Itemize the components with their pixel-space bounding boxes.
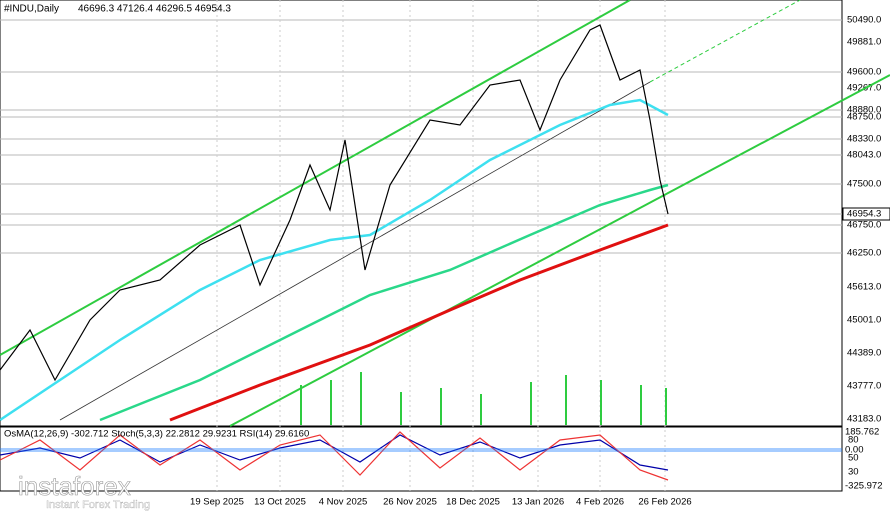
- price-label: 48043.0: [847, 150, 881, 161]
- symbol-title: #INDU,Daily: [4, 4, 59, 15]
- indicator-pane: [0, 426, 843, 492]
- volume-bars: [300, 372, 667, 425]
- current-price-box: [842, 207, 890, 221]
- price-label: 43777.0: [847, 381, 881, 392]
- price-label: 44389.0: [847, 348, 881, 359]
- price-label: 45613.0: [847, 282, 881, 293]
- price-label: 48330.0: [847, 134, 881, 145]
- oscillators: [0, 431, 842, 481]
- date-label: 13 Oct 2025: [254, 497, 306, 508]
- price-label: 48880.0: [847, 105, 881, 116]
- price-label: 47500.0: [847, 179, 881, 190]
- indicator-label: OsMA(12,26,9) -302.712 Stoch(5,3,3) 22.2…: [4, 429, 309, 440]
- price-label: 46250.0: [847, 248, 881, 259]
- watermark-brand: instaforex: [18, 471, 131, 501]
- ohlc: 46696.3 47126.4 46296.5 46954.3: [78, 4, 231, 15]
- price-label: 50490.0: [847, 15, 881, 26]
- date-label: 4 Feb 2026: [576, 497, 624, 508]
- date-label: 4 Nov 2025: [319, 497, 368, 508]
- date-label: 26 Feb 2026: [638, 497, 691, 508]
- price-label: 43183.0: [847, 414, 881, 425]
- ind-level: 80: [848, 435, 859, 446]
- price-label: 49600.0: [847, 67, 881, 78]
- trend-lines: [0, 0, 890, 427]
- price-label: 48750.0: [847, 112, 881, 123]
- price-label: 49881.0: [847, 37, 881, 48]
- date-label: 19 Sep 2025: [190, 497, 244, 508]
- date-label: 18 Dec 2025: [446, 497, 500, 508]
- grid: [216, 0, 666, 491]
- price-label: 46954.3: [847, 209, 881, 220]
- watermark-tagline: Instant Forex Trading: [46, 499, 150, 511]
- date-label: 26 Nov 2025: [383, 497, 437, 508]
- date-label: 13 Jan 2026: [512, 497, 564, 508]
- ind-axis: 0.00: [845, 445, 864, 456]
- ind-axis: -325.972: [845, 481, 883, 492]
- ind-level: 30: [848, 467, 859, 478]
- ind-axis: 185.762: [845, 427, 879, 438]
- price-label: 45001.0: [847, 315, 881, 326]
- ind-level: 50: [848, 453, 859, 464]
- price-label: 46750.0: [847, 220, 881, 231]
